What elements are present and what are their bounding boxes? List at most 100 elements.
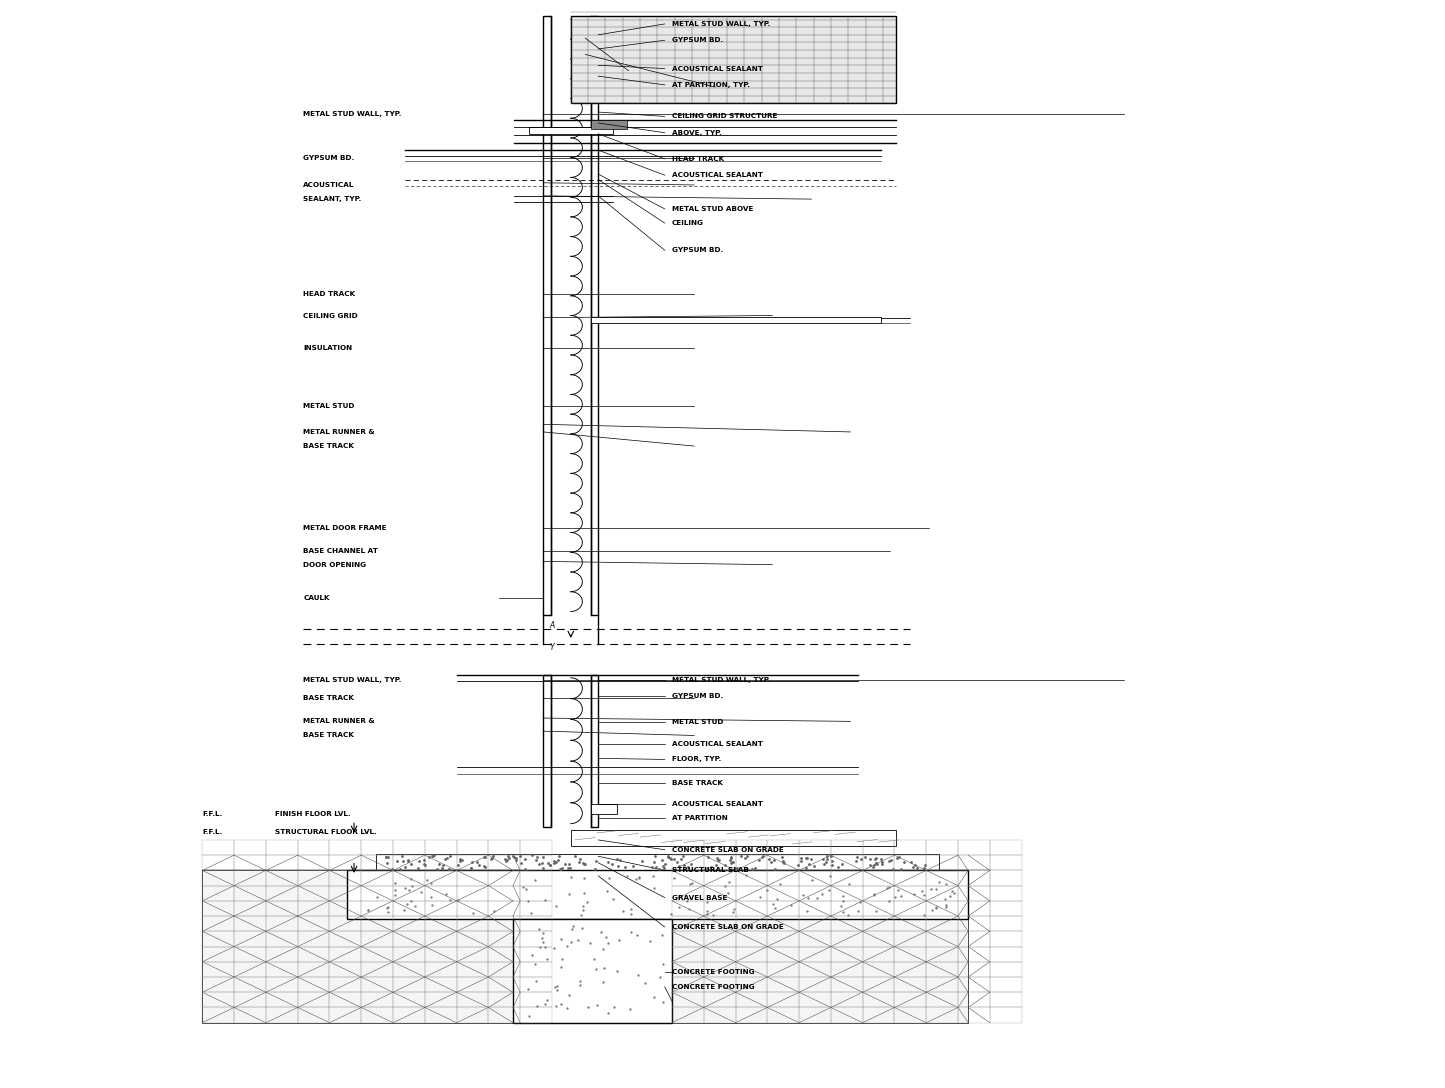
Text: FINISH FLOOR LVL.: FINISH FLOOR LVL. [275,811,350,817]
Text: AT PARTITION: AT PARTITION [672,815,728,821]
Bar [520,886,552,901]
Bar [488,901,520,916]
Bar [767,977,799,992]
Bar [266,916,298,931]
Bar [958,1007,990,1023]
Bar [571,830,896,846]
Bar [520,840,552,855]
Bar [425,901,457,916]
Bar [298,962,329,977]
Text: STRUCTURAL FLOOR LVL.: STRUCTURAL FLOOR LVL. [275,829,376,836]
Bar [799,855,831,870]
Bar [990,992,1022,1007]
Bar [361,886,393,901]
Bar [736,1007,767,1023]
Bar [704,916,736,931]
Bar [926,870,958,886]
Bar [298,840,329,855]
Text: ACOUSTICAL SEALANT: ACOUSTICAL SEALANT [672,801,763,807]
Bar [799,916,831,931]
Bar [393,931,425,947]
Bar [329,855,361,870]
Bar [457,901,488,916]
Bar [202,840,234,855]
Bar [488,916,520,931]
Bar [361,962,393,977]
Bar [831,916,863,931]
Bar [926,962,958,977]
Bar [393,870,425,886]
Bar [926,931,958,947]
Bar [799,977,831,992]
Bar [990,962,1022,977]
Text: F.F.L.: F.F.L. [202,829,223,836]
Bar [202,855,234,870]
Bar [831,977,863,992]
Bar [329,931,361,947]
Text: AT PARTITION, TYP.: AT PARTITION, TYP. [672,82,750,88]
Bar [202,916,234,931]
Bar [376,854,939,870]
Text: ACOUSTICAL SEALANT: ACOUSTICAL SEALANT [672,172,763,178]
Bar [234,870,266,886]
Bar [958,855,990,870]
Bar [520,870,552,886]
Bar [361,855,393,870]
Bar [488,855,520,870]
Bar [863,886,894,901]
Bar [202,886,234,901]
Bar [672,840,704,855]
Bar [736,947,767,962]
Bar [266,977,298,992]
Bar [863,1007,894,1023]
Bar [926,886,958,901]
Bar [298,1007,329,1023]
Text: CEILING GRID STRUCTURE: CEILING GRID STRUCTURE [672,113,777,120]
Bar [704,962,736,977]
Bar [488,977,520,992]
Bar [767,947,799,962]
Bar [736,916,767,931]
Bar [234,840,266,855]
Bar [799,947,831,962]
Bar [266,901,298,916]
Bar [520,916,552,931]
Bar [958,931,990,947]
Bar [202,931,234,947]
Bar [234,855,266,870]
Bar [799,840,831,855]
Bar [202,992,234,1007]
Bar [393,992,425,1007]
Bar [958,916,990,931]
Bar [488,931,520,947]
Bar [894,901,926,916]
Bar [831,855,863,870]
Bar [799,931,831,947]
Bar [894,947,926,962]
Text: BASE TRACK: BASE TRACK [303,695,354,702]
Bar [266,1007,298,1023]
Text: ACOUSTICAL SEALANT: ACOUSTICAL SEALANT [672,65,763,72]
Bar [361,840,393,855]
Text: GYPSUM BD.: GYPSUM BD. [672,693,722,700]
Bar [266,855,298,870]
Bar [767,916,799,931]
Bar [863,947,894,962]
Text: HEAD TRACK: HEAD TRACK [303,290,355,297]
Bar [704,992,736,1007]
Bar [736,840,767,855]
Bar [513,919,672,1023]
Bar [863,962,894,977]
Bar [672,977,704,992]
Text: ACOUSTICAL: ACOUSTICAL [303,182,355,188]
Bar [863,977,894,992]
Text: BASE TRACK: BASE TRACK [303,443,354,449]
Bar [767,840,799,855]
Bar [234,901,266,916]
Bar [591,16,598,615]
Bar [591,804,617,814]
Bar [234,962,266,977]
Bar [298,931,329,947]
Bar [543,16,551,615]
Bar [958,901,990,916]
